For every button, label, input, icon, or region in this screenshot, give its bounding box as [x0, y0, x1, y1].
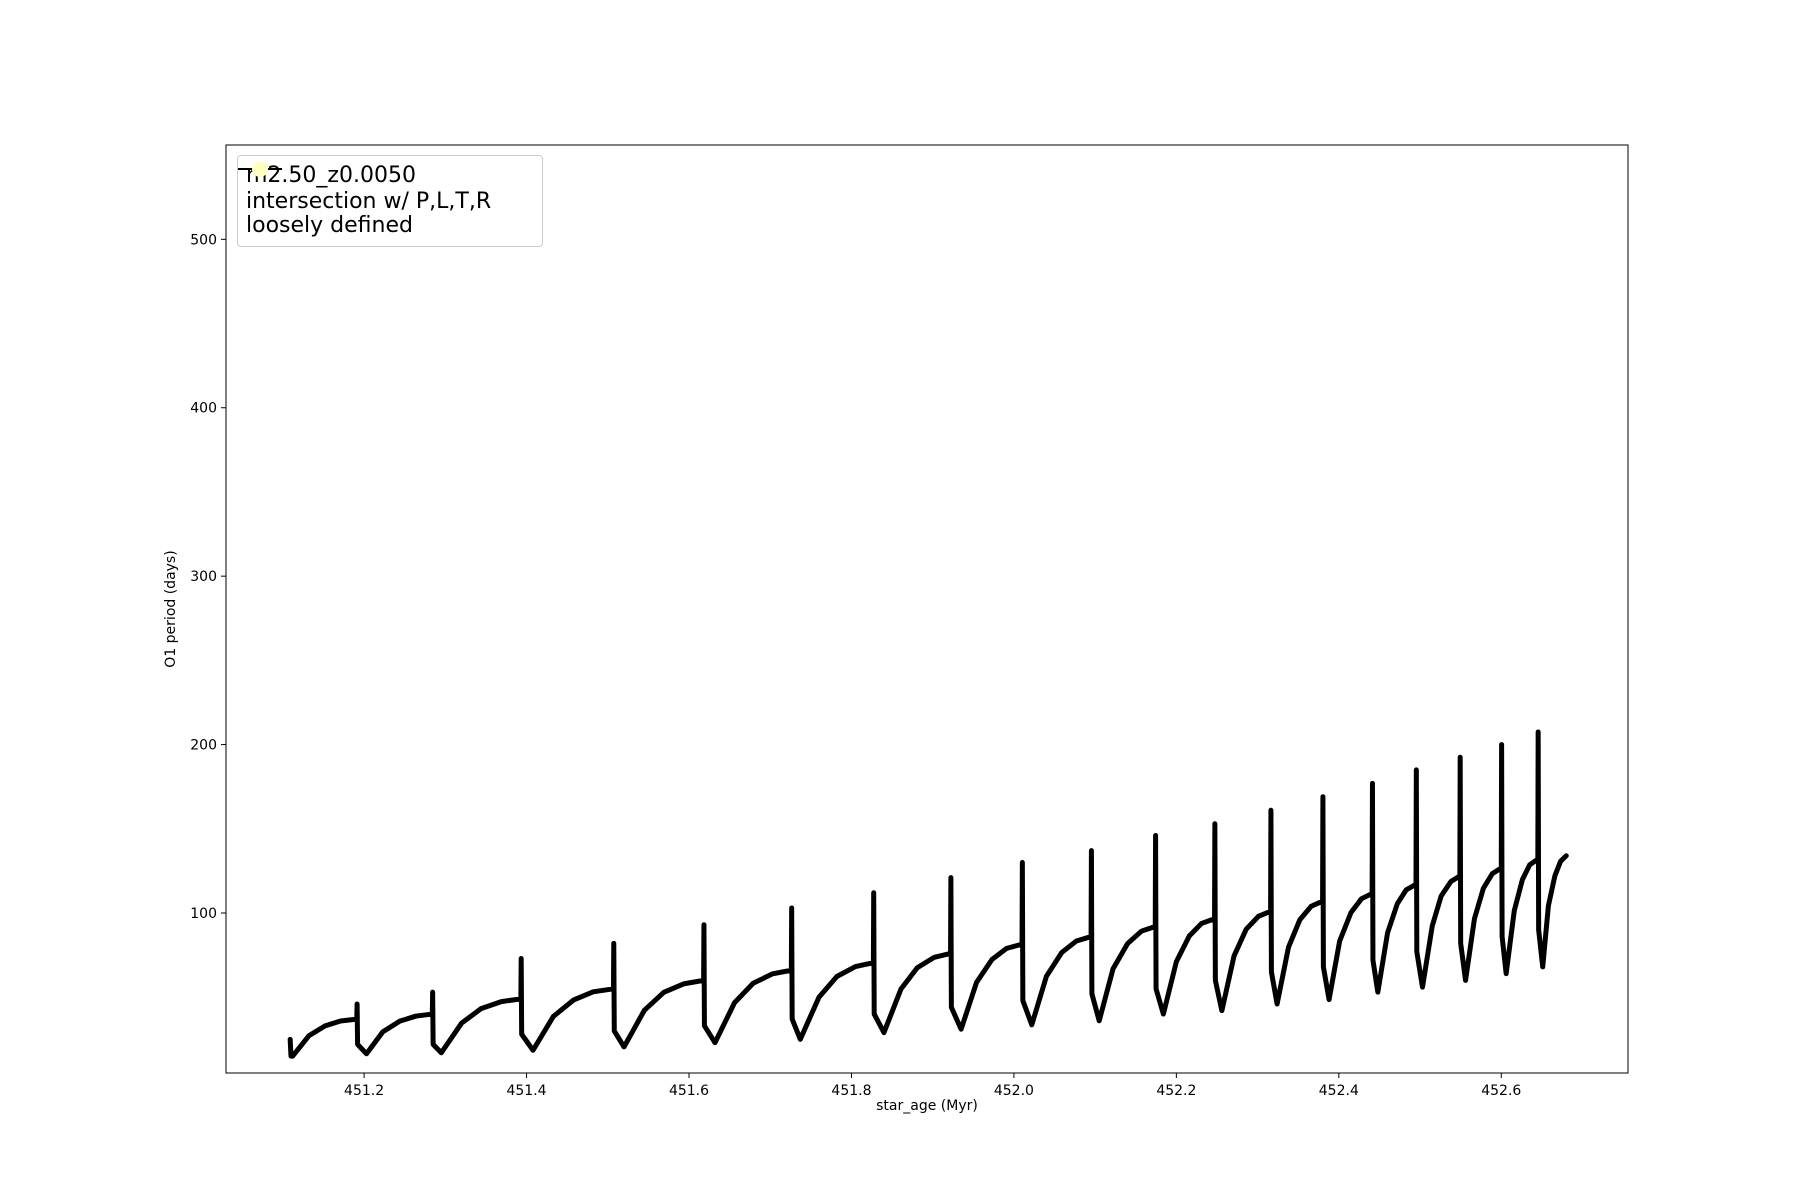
y-tick-label: 400 — [190, 401, 217, 417]
legend-symbol — [252, 161, 268, 177]
x-tick-label: 452.0 — [994, 1083, 1034, 1099]
legend-label: intersection w/ P,L,T,R loosely defined — [246, 189, 492, 238]
y-axis-label: O1 period (days) — [163, 550, 179, 667]
y-tick-label: 100 — [190, 906, 217, 922]
x-tick-label: 451.8 — [831, 1083, 871, 1099]
y-tick-label: 300 — [190, 569, 217, 585]
x-axis-label: star_age (Myr) — [876, 1098, 978, 1114]
x-tick-label: 451.4 — [506, 1083, 546, 1099]
x-tick-label: 451.6 — [669, 1083, 709, 1099]
y-tick-label: 200 — [190, 738, 217, 754]
legend-marker — [252, 161, 268, 177]
legend-entry: m2.50_z0.0050 — [238, 163, 534, 188]
x-tick-label: 451.2 — [344, 1083, 384, 1099]
x-tick-label: 452.2 — [1156, 1083, 1196, 1099]
legend: m2.50_z0.0050 intersection w/ P,L,T,R loo… — [237, 155, 543, 247]
plot-frame — [225, 144, 1629, 1074]
y-tick-label: 500 — [190, 232, 217, 248]
legend-entry: intersection w/ P,L,T,R loosely defined — [246, 161, 534, 238]
data-line — [287, 729, 1569, 1059]
x-tick-label: 452.4 — [1319, 1083, 1359, 1099]
legend-label: m2.50_z0.0050 — [246, 163, 416, 188]
x-tick-label: 452.6 — [1481, 1083, 1521, 1099]
